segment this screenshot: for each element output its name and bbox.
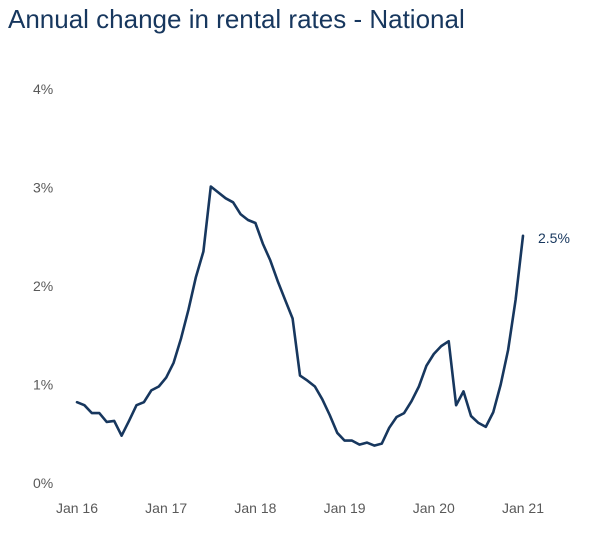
end-value-label: 2.5% [538,230,570,246]
y-tick-label: 0% [33,475,53,491]
chart-title: Annual change in rental rates - National [8,4,465,34]
x-tick-label: Jan 20 [413,500,455,516]
y-tick-label: 4% [33,81,53,97]
y-tick-label: 2% [33,278,53,294]
x-tick-label: Jan 17 [145,500,187,516]
y-tick-label: 3% [33,180,53,196]
x-tick-label: Jan 18 [234,500,276,516]
series-line [75,185,525,447]
y-tick-label: 1% [33,377,53,393]
x-tick-label: Jan 16 [56,500,98,516]
x-tick-label: Jan 19 [324,500,366,516]
x-tick-label: Jan 21 [502,500,544,516]
